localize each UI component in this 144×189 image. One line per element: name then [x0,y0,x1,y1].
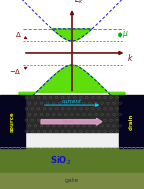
Text: $\mu$: $\mu$ [122,29,128,40]
Text: drain: drain [129,113,134,130]
Text: current: current [62,99,82,104]
Text: $\Delta$: $\Delta$ [15,30,21,39]
Bar [25,94,119,132]
Bar [0,0,144,94]
Bar [0,173,144,189]
Text: $-\Delta$: $-\Delta$ [9,67,21,76]
FancyArrow shape [41,118,102,125]
Text: heat: heat [62,119,75,124]
Polygon shape [52,29,92,41]
Text: $E_k$: $E_k$ [74,0,84,6]
Bar [0,94,25,148]
Text: SiO$_2$: SiO$_2$ [50,154,71,167]
Text: gate: gate [65,178,79,184]
Bar [119,94,144,148]
Text: source: source [10,111,15,132]
Polygon shape [19,65,125,110]
Bar [0,148,144,173]
Text: k: k [128,54,132,63]
